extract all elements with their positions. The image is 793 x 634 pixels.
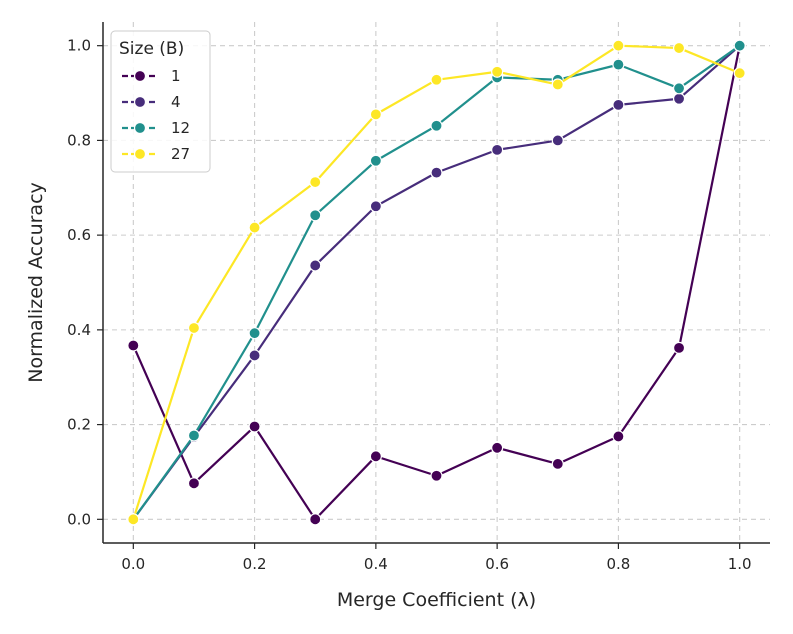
series-line-27	[132, 44, 741, 520]
data-point	[187, 477, 201, 490]
data-point	[733, 39, 746, 52]
data-point	[248, 349, 261, 362]
series-27	[127, 39, 746, 526]
legend-item: 12	[122, 119, 190, 137]
y-tick-label: 0.8	[67, 131, 91, 149]
data-point	[127, 339, 140, 352]
data-point	[612, 58, 625, 71]
legend-item: 1	[122, 67, 181, 85]
legend-swatch-marker	[133, 147, 147, 161]
legend-swatch-marker	[133, 121, 147, 135]
legend-label: 12	[171, 119, 190, 137]
data-point	[369, 200, 382, 213]
data-point	[491, 441, 504, 454]
x-tick-label: 0.6	[485, 555, 509, 573]
data-point	[127, 513, 140, 526]
legend-label: 27	[171, 145, 190, 163]
data-point	[248, 221, 261, 234]
legend-title: Size (B)	[119, 39, 184, 59]
data-point	[369, 450, 382, 463]
x-tick-label: 1.0	[728, 555, 752, 573]
data-point	[430, 166, 443, 179]
legend-item: 27	[122, 145, 190, 163]
data-point	[612, 98, 625, 111]
data-point	[672, 82, 686, 95]
data-point	[430, 73, 443, 86]
y-ticks: 0.0 0.2 0.4 0.6 0.8 1.0	[67, 37, 103, 528]
data-point	[309, 259, 322, 272]
y-axis-title: Normalized Accuracy	[25, 182, 47, 383]
data-point	[491, 65, 504, 78]
series-line-4	[132, 44, 741, 520]
data-point	[248, 420, 261, 433]
data-point	[369, 108, 382, 121]
y-tick-label: 0.6	[67, 226, 91, 244]
data-point	[248, 327, 261, 340]
y-tick-label: 0.4	[67, 321, 91, 339]
legend-swatch-marker	[133, 95, 147, 109]
x-tick-label: 0.4	[364, 555, 388, 573]
x-tick-label: 0.8	[606, 555, 630, 573]
legend-label: 1	[171, 67, 181, 85]
y-tick-label: 0.2	[67, 416, 91, 434]
data-point	[551, 457, 564, 471]
data-point	[551, 134, 564, 147]
data-point	[491, 143, 504, 156]
legend-label: 4	[171, 93, 181, 111]
data-point	[672, 41, 686, 55]
data-point	[309, 175, 322, 189]
data-point	[551, 78, 564, 91]
x-ticks: 0.0 0.2 0.4 0.6 0.8 1.0	[121, 543, 752, 573]
legend-box	[110, 30, 211, 173]
series-line-12	[132, 44, 741, 520]
series	[127, 39, 746, 526]
y-tick-label: 1.0	[67, 37, 91, 55]
data-point	[309, 513, 322, 526]
y-tick-label: 0.0	[67, 510, 91, 528]
data-point	[369, 154, 382, 167]
data-point	[430, 119, 443, 132]
series-1	[127, 39, 746, 526]
legend-items: 1 4 12 27	[122, 67, 190, 163]
data-point	[430, 469, 443, 482]
series-line-1	[132, 45, 741, 521]
x-axis-title: Merge Coefficient (λ)	[337, 589, 536, 611]
data-point	[309, 209, 322, 222]
data-point	[187, 321, 201, 335]
axes	[102, 22, 770, 544]
legend-item: 4	[122, 93, 181, 111]
data-point	[612, 430, 625, 443]
data-point	[733, 67, 746, 80]
x-tick-label: 0.2	[243, 555, 267, 573]
legend: Size (B) 1 4 12 27	[110, 30, 211, 173]
data-point	[187, 429, 201, 442]
data-point	[612, 39, 625, 52]
data-point	[672, 92, 686, 105]
series-12	[127, 39, 746, 526]
legend-swatch-marker	[133, 69, 147, 83]
data-point	[672, 341, 686, 354]
x-tick-label: 0.0	[121, 555, 145, 573]
